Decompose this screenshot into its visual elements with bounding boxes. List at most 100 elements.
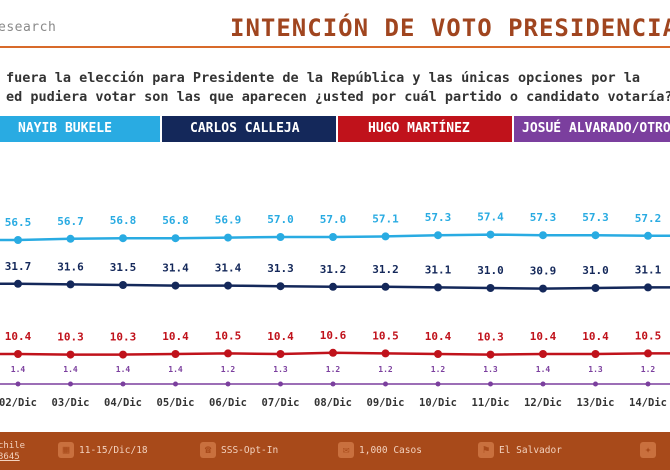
data-label: 31.5 bbox=[110, 261, 137, 274]
x-tick-label: 05/Dic bbox=[157, 397, 195, 409]
legend-item-martinez: HUGO MARTÍNEZ bbox=[338, 116, 512, 142]
footer-dates-text: 11-15/Dic/18 bbox=[79, 444, 148, 456]
data-label: 31.1 bbox=[425, 263, 452, 276]
data-label: 56.8 bbox=[110, 214, 137, 227]
data-point bbox=[330, 381, 336, 387]
data-label: 56.9 bbox=[215, 214, 242, 227]
data-point bbox=[329, 233, 337, 241]
brand-name: esearch bbox=[0, 20, 57, 35]
data-point bbox=[14, 350, 22, 358]
x-tick-label: 02/Dic bbox=[0, 397, 37, 409]
data-label: 1.3 bbox=[483, 365, 498, 374]
data-label: 10.4 bbox=[530, 330, 557, 343]
data-point bbox=[488, 381, 493, 387]
data-label: 31.2 bbox=[320, 263, 347, 276]
data-label: 31.0 bbox=[582, 264, 609, 277]
data-label: 31.7 bbox=[5, 260, 32, 273]
footer-dates: ▦ 11-15/Dic/18 bbox=[58, 442, 148, 458]
data-point bbox=[593, 381, 598, 387]
footer-source-line-2: 3645 bbox=[0, 452, 20, 462]
data-label: 31.4 bbox=[162, 262, 189, 275]
data-label: 10.3 bbox=[110, 331, 137, 344]
chart-legend: NAYIB BUKELE CARLOS CALLEJA HUGO MARTÍNE… bbox=[0, 116, 670, 142]
page-title: INTENCIÓN DE VOTO PRESIDENCIAL bbox=[230, 14, 670, 42]
data-label: 56.5 bbox=[5, 216, 32, 229]
footer-sample-text: 1,000 Casos bbox=[359, 444, 422, 456]
x-tick-label: 10/Dic bbox=[419, 397, 457, 409]
x-tick-label: 06/Dic bbox=[209, 397, 247, 409]
data-label: 10.3 bbox=[57, 331, 84, 344]
data-point bbox=[381, 349, 390, 358]
data-label: 57.1 bbox=[372, 212, 399, 225]
data-point bbox=[434, 231, 442, 240]
data-label: 57.4 bbox=[477, 211, 504, 224]
data-point bbox=[644, 283, 652, 292]
x-tick-label: 14/Dic bbox=[629, 397, 667, 409]
data-point bbox=[539, 350, 547, 358]
data-label: 1.4 bbox=[11, 365, 26, 374]
legend-label: CARLOS CALLEJA bbox=[190, 121, 300, 136]
data-point bbox=[14, 236, 22, 244]
data-label: 56.7 bbox=[57, 215, 84, 228]
data-label: 10.5 bbox=[372, 329, 399, 342]
data-point bbox=[224, 349, 232, 358]
data-point bbox=[383, 381, 388, 387]
data-point bbox=[381, 282, 390, 291]
data-label: 1.4 bbox=[168, 365, 183, 374]
data-label: 31.1 bbox=[635, 263, 662, 276]
data-point bbox=[329, 348, 337, 357]
footer: chile 3645 ▦ 11-15/Dic/18 ☎ SSS-Opt-In ✉… bbox=[0, 432, 670, 470]
phone-icon: ☎ bbox=[200, 442, 216, 458]
data-point bbox=[486, 284, 495, 292]
footer-source: chile 3645 bbox=[0, 441, 25, 463]
data-point bbox=[435, 381, 441, 387]
data-label: 57.0 bbox=[267, 213, 294, 226]
footer-source-line-1: chile bbox=[0, 441, 26, 451]
data-label: 10.4 bbox=[5, 330, 32, 343]
footer-sample: ✉ 1,000 Casos bbox=[338, 442, 422, 458]
data-label: 1.3 bbox=[273, 365, 288, 374]
data-point bbox=[14, 279, 22, 288]
question-line-1: fuera la elección para Presidente de la … bbox=[6, 70, 640, 86]
data-label: 1.4 bbox=[116, 365, 131, 374]
data-point bbox=[120, 381, 126, 387]
line-chart: 56.5 56.7 56.8 56.8 56.9 57.0 57.0 57.1 57.3 57.4… bbox=[0, 150, 670, 420]
data-point bbox=[539, 231, 547, 240]
logo-icon: ✦ bbox=[640, 442, 656, 458]
data-point bbox=[539, 284, 547, 293]
data-point bbox=[591, 284, 600, 292]
data-point bbox=[171, 234, 180, 243]
data-point bbox=[644, 349, 652, 358]
data-point bbox=[173, 381, 178, 387]
question-line-2: ed pudiera votar son las que aparecen ¿u… bbox=[6, 89, 670, 105]
x-tick-label: 04/Dic bbox=[104, 397, 142, 409]
data-label: 57.2 bbox=[635, 212, 662, 225]
data-point bbox=[224, 233, 232, 242]
header-divider bbox=[0, 46, 670, 48]
data-point bbox=[434, 350, 442, 358]
data-point bbox=[66, 234, 75, 243]
data-label: 31.4 bbox=[215, 262, 242, 275]
data-point bbox=[119, 350, 127, 359]
calendar-icon: ▦ bbox=[58, 442, 74, 458]
data-label: 1.2 bbox=[431, 365, 446, 374]
data-label: 30.9 bbox=[530, 265, 557, 278]
data-point bbox=[171, 350, 180, 358]
data-point bbox=[68, 381, 73, 387]
survey-question: fuera la elección para Presidente de la … bbox=[0, 69, 670, 107]
location-icon: ⚑ bbox=[478, 442, 494, 458]
data-label: 1.3 bbox=[588, 365, 603, 374]
data-point bbox=[486, 230, 495, 239]
data-point bbox=[381, 232, 390, 241]
data-point bbox=[66, 280, 75, 289]
header: esearch INTENCIÓN DE VOTO PRESIDENCIAL bbox=[0, 0, 670, 68]
data-label: 1.2 bbox=[378, 365, 393, 374]
x-tick-label: 09/Dic bbox=[367, 397, 405, 409]
data-label: 31.3 bbox=[267, 262, 294, 275]
data-label: 10.5 bbox=[215, 329, 242, 342]
footer-country-text: El Salvador bbox=[499, 444, 562, 456]
x-tick-label: 13/Dic bbox=[577, 397, 615, 409]
footer-country: ⚑ El Salvador bbox=[478, 442, 562, 458]
data-label: 10.6 bbox=[320, 329, 347, 342]
chat-icon: ✉ bbox=[338, 442, 354, 458]
